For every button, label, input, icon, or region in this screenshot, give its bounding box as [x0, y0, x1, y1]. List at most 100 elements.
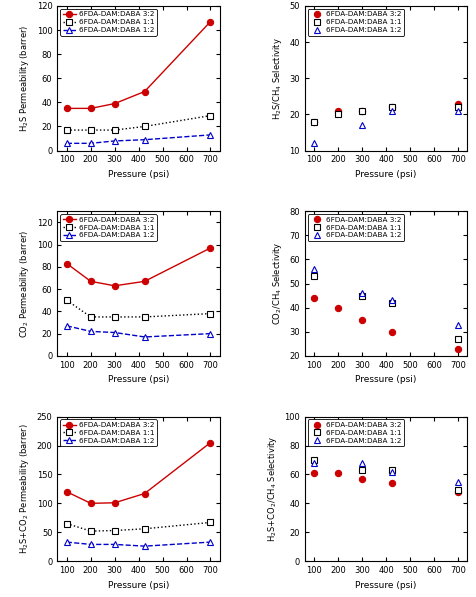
- 6FDA-DAM:DABA 1:2: [358, 459, 364, 466]
- Line: 6FDA-DAM:DABA 1:2: 6FDA-DAM:DABA 1:2: [310, 107, 460, 146]
- 6FDA-DAM:DABA 3:2: [454, 345, 460, 352]
- 6FDA-DAM:DABA 3:2: [388, 104, 394, 111]
- Legend: 6FDA-DAM:DABA 3:2, 6FDA-DAM:DABA 1:1, 6FDA-DAM:DABA 1:2: 6FDA-DAM:DABA 3:2, 6FDA-DAM:DABA 1:1, 6F…: [60, 420, 156, 447]
- 6FDA-DAM:DABA 1:2: [141, 136, 147, 143]
- 6FDA-DAM:DABA 1:1: [111, 313, 117, 321]
- 6FDA-DAM:DABA 1:2: [88, 541, 93, 548]
- 6FDA-DAM:DABA 1:1: [454, 104, 460, 111]
- 6FDA-DAM:DABA 3:2: [311, 118, 317, 125]
- 6FDA-DAM:DABA 1:1: [388, 466, 394, 473]
- 6FDA-DAM:DABA 1:2: [388, 468, 394, 475]
- 6FDA-DAM:DABA 3:2: [64, 488, 69, 496]
- Y-axis label: H$_2$S+CO$_2$ Permeability (barrer): H$_2$S+CO$_2$ Permeability (barrer): [18, 423, 31, 555]
- Y-axis label: H$_2$S/CH$_4$ Selectivity: H$_2$S/CH$_4$ Selectivity: [270, 37, 283, 119]
- 6FDA-DAM:DABA 3:2: [207, 439, 213, 446]
- Line: 6FDA-DAM:DABA 1:1: 6FDA-DAM:DABA 1:1: [310, 457, 460, 494]
- Y-axis label: CO$_2$ Permeability (barrer): CO$_2$ Permeability (barrer): [18, 229, 31, 338]
- 6FDA-DAM:DABA 1:2: [454, 107, 460, 115]
- 6FDA-DAM:DABA 3:2: [454, 488, 460, 496]
- 6FDA-DAM:DABA 1:1: [358, 107, 364, 115]
- 6FDA-DAM:DABA 1:1: [311, 456, 317, 463]
- 6FDA-DAM:DABA 3:2: [207, 244, 213, 251]
- 6FDA-DAM:DABA 1:2: [64, 140, 69, 147]
- 6FDA-DAM:DABA 1:2: [207, 330, 213, 337]
- 6FDA-DAM:DABA 1:2: [388, 107, 394, 115]
- 6FDA-DAM:DABA 3:2: [88, 500, 93, 507]
- 6FDA-DAM:DABA 1:1: [141, 525, 147, 533]
- 6FDA-DAM:DABA 3:2: [111, 100, 117, 107]
- 6FDA-DAM:DABA 3:2: [388, 328, 394, 336]
- X-axis label: Pressure (psi): Pressure (psi): [108, 376, 169, 384]
- Line: 6FDA-DAM:DABA 3:2: 6FDA-DAM:DABA 3:2: [310, 470, 460, 495]
- 6FDA-DAM:DABA 3:2: [88, 105, 93, 112]
- 6FDA-DAM:DABA 1:2: [64, 322, 69, 330]
- 6FDA-DAM:DABA 3:2: [88, 278, 93, 285]
- Text: a: a: [67, 12, 74, 21]
- Line: 6FDA-DAM:DABA 3:2: 6FDA-DAM:DABA 3:2: [310, 295, 460, 352]
- 6FDA-DAM:DABA 1:2: [111, 137, 117, 144]
- 6FDA-DAM:DABA 1:2: [311, 459, 317, 466]
- Line: 6FDA-DAM:DABA 1:1: 6FDA-DAM:DABA 1:1: [310, 104, 460, 125]
- Line: 6FDA-DAM:DABA 1:1: 6FDA-DAM:DABA 1:1: [64, 297, 213, 320]
- 6FDA-DAM:DABA 1:2: [111, 329, 117, 336]
- 6FDA-DAM:DABA 1:1: [88, 313, 93, 321]
- Line: 6FDA-DAM:DABA 3:2: 6FDA-DAM:DABA 3:2: [64, 439, 213, 506]
- Legend: 6FDA-DAM:DABA 3:2, 6FDA-DAM:DABA 1:1, 6FDA-DAM:DABA 1:2: 6FDA-DAM:DABA 3:2, 6FDA-DAM:DABA 1:1, 6F…: [60, 9, 156, 36]
- 6FDA-DAM:DABA 1:1: [388, 104, 394, 111]
- Line: 6FDA-DAM:DABA 1:2: 6FDA-DAM:DABA 1:2: [64, 539, 213, 549]
- Legend: 6FDA-DAM:DABA 3:2, 6FDA-DAM:DABA 1:1, 6FDA-DAM:DABA 1:2: 6FDA-DAM:DABA 3:2, 6FDA-DAM:DABA 1:1, 6F…: [60, 214, 156, 241]
- Text: d: d: [314, 217, 321, 227]
- Line: 6FDA-DAM:DABA 1:2: 6FDA-DAM:DABA 1:2: [310, 460, 460, 485]
- 6FDA-DAM:DABA 3:2: [335, 107, 340, 115]
- Y-axis label: CO$_2$/CH$_4$ Selectivity: CO$_2$/CH$_4$ Selectivity: [270, 242, 283, 325]
- 6FDA-DAM:DABA 1:2: [454, 478, 460, 485]
- 6FDA-DAM:DABA 1:2: [207, 131, 213, 139]
- 6FDA-DAM:DABA 3:2: [454, 100, 460, 107]
- X-axis label: Pressure (psi): Pressure (psi): [355, 581, 416, 590]
- 6FDA-DAM:DABA 3:2: [111, 282, 117, 290]
- Text: c: c: [67, 217, 73, 227]
- 6FDA-DAM:DABA 1:1: [311, 118, 317, 125]
- 6FDA-DAM:DABA 3:2: [358, 316, 364, 324]
- Text: b: b: [314, 12, 321, 21]
- 6FDA-DAM:DABA 1:1: [88, 127, 93, 134]
- 6FDA-DAM:DABA 3:2: [358, 475, 364, 482]
- Text: f: f: [314, 423, 318, 432]
- 6FDA-DAM:DABA 1:1: [207, 519, 213, 526]
- 6FDA-DAM:DABA 1:1: [358, 466, 364, 473]
- 6FDA-DAM:DABA 1:1: [111, 127, 117, 134]
- 6FDA-DAM:DABA 1:1: [454, 336, 460, 343]
- 6FDA-DAM:DABA 3:2: [111, 499, 117, 506]
- 6FDA-DAM:DABA 3:2: [64, 105, 69, 112]
- Y-axis label: H$_2$S Permeability (barrer): H$_2$S Permeability (barrer): [18, 24, 31, 132]
- Y-axis label: H$_2$S+CO$_2$/CH$_4$ Selectivity: H$_2$S+CO$_2$/CH$_4$ Selectivity: [265, 436, 278, 542]
- 6FDA-DAM:DABA 1:2: [454, 321, 460, 328]
- 6FDA-DAM:DABA 1:1: [141, 123, 147, 130]
- 6FDA-DAM:DABA 3:2: [311, 294, 317, 301]
- 6FDA-DAM:DABA 1:2: [88, 140, 93, 147]
- 6FDA-DAM:DABA 1:2: [141, 543, 147, 550]
- X-axis label: Pressure (psi): Pressure (psi): [355, 170, 416, 179]
- 6FDA-DAM:DABA 3:2: [311, 469, 317, 476]
- 6FDA-DAM:DABA 3:2: [388, 479, 394, 487]
- 6FDA-DAM:DABA 1:2: [388, 297, 394, 304]
- Line: 6FDA-DAM:DABA 1:1: 6FDA-DAM:DABA 1:1: [310, 273, 460, 342]
- 6FDA-DAM:DABA 1:1: [358, 292, 364, 299]
- 6FDA-DAM:DABA 1:1: [64, 127, 69, 134]
- 6FDA-DAM:DABA 1:1: [454, 487, 460, 494]
- 6FDA-DAM:DABA 3:2: [207, 18, 213, 25]
- 6FDA-DAM:DABA 1:2: [88, 328, 93, 335]
- Line: 6FDA-DAM:DABA 1:1: 6FDA-DAM:DABA 1:1: [64, 112, 213, 133]
- X-axis label: Pressure (psi): Pressure (psi): [108, 170, 169, 179]
- Line: 6FDA-DAM:DABA 1:1: 6FDA-DAM:DABA 1:1: [64, 519, 213, 534]
- 6FDA-DAM:DABA 3:2: [64, 260, 69, 267]
- Legend: 6FDA-DAM:DABA 3:2, 6FDA-DAM:DABA 1:1, 6FDA-DAM:DABA 1:2: 6FDA-DAM:DABA 3:2, 6FDA-DAM:DABA 1:1, 6F…: [307, 9, 403, 36]
- 6FDA-DAM:DABA 1:2: [64, 538, 69, 546]
- Legend: 6FDA-DAM:DABA 3:2, 6FDA-DAM:DABA 1:1, 6FDA-DAM:DABA 1:2: 6FDA-DAM:DABA 3:2, 6FDA-DAM:DABA 1:1, 6F…: [307, 420, 403, 447]
- 6FDA-DAM:DABA 1:1: [88, 528, 93, 535]
- 6FDA-DAM:DABA 1:1: [111, 527, 117, 534]
- 6FDA-DAM:DABA 3:2: [335, 469, 340, 476]
- 6FDA-DAM:DABA 1:2: [311, 140, 317, 147]
- 6FDA-DAM:DABA 1:2: [358, 122, 364, 129]
- 6FDA-DAM:DABA 1:1: [335, 111, 340, 118]
